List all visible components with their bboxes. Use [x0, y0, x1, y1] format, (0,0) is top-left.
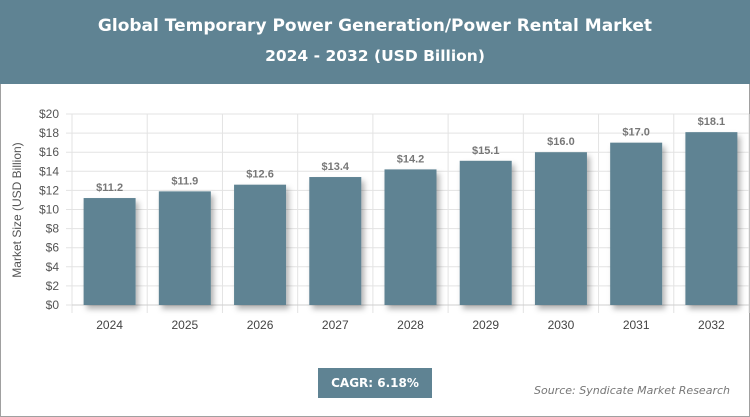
x-tick-label: 2027	[322, 318, 349, 332]
chart-title: Global Temporary Power Generation/Power …	[97, 16, 653, 36]
x-tick-label: 2029	[472, 318, 499, 332]
y-tick-label: $8	[46, 222, 60, 236]
data-label: $17.0	[622, 127, 650, 139]
x-tick-label: 2026	[247, 318, 274, 332]
x-tick-label: 2024	[96, 318, 123, 332]
data-label: $15.1	[472, 145, 500, 157]
y-tick-label: $4	[46, 260, 60, 274]
y-tick-label: $14	[39, 164, 59, 178]
data-label: $14.2	[397, 153, 425, 165]
bar-2025	[158, 191, 211, 305]
data-label: $12.6	[246, 169, 274, 181]
y-tick-label: $2	[46, 279, 60, 293]
x-tick-label: 2032	[698, 318, 725, 332]
y-tick-label: $12	[39, 183, 59, 197]
bar-2026	[234, 184, 287, 305]
x-tick-label: 2030	[548, 318, 575, 332]
data-label: $16.0	[547, 136, 575, 148]
data-label: $11.2	[96, 182, 123, 194]
y-tick-label: $18	[39, 126, 59, 140]
bar-2030	[534, 152, 587, 305]
bar-2031	[610, 142, 663, 305]
y-tick-label: $6	[46, 241, 60, 255]
chart-subtitle: 2024 - 2032 (USD Billion)	[265, 47, 485, 65]
bar-2029	[459, 160, 512, 305]
data-label: $11.9	[171, 175, 198, 187]
y-tick-label: $16	[39, 145, 59, 159]
y-tick-label: $0	[46, 298, 60, 312]
bar-2028	[384, 169, 437, 305]
cagr-badge: CAGR: 6.18%	[318, 368, 432, 398]
bar-2032	[685, 132, 738, 305]
y-axis-label: Market Size (USD Billion)	[10, 142, 24, 277]
source-note: Source: Syndicate Market Research	[534, 384, 730, 397]
data-label: $13.4	[322, 161, 350, 173]
chart-header: Global Temporary Power Generation/Power …	[0, 0, 750, 84]
bar-2027	[309, 177, 362, 305]
y-tick-label: $10	[39, 203, 59, 217]
y-tick-label: $20	[39, 107, 59, 121]
bar-2024	[83, 198, 136, 305]
x-tick-label: 2025	[171, 318, 198, 332]
x-tick-label: 2031	[623, 318, 650, 332]
x-tick-label: 2028	[397, 318, 424, 332]
data-label: $18.1	[698, 116, 726, 128]
